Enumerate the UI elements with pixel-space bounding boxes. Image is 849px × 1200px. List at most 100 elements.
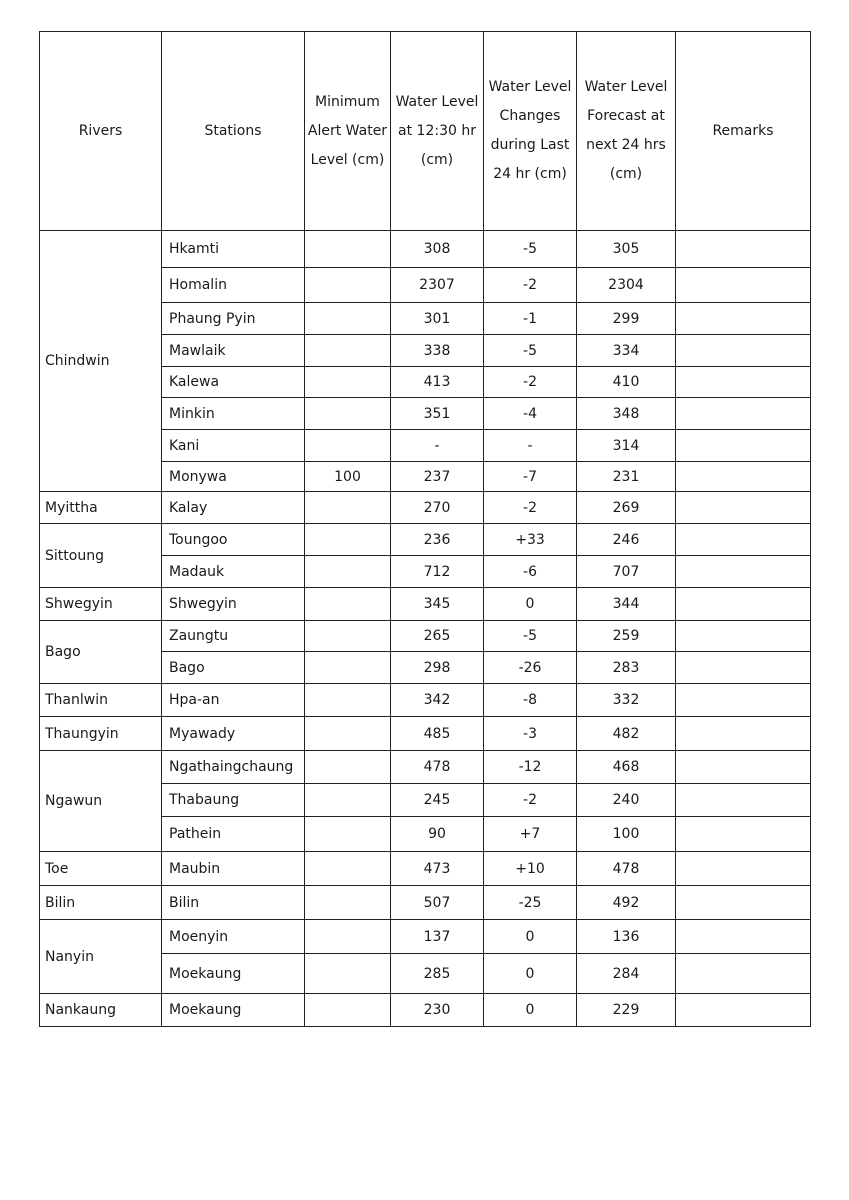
table-row: Toe Maubin 473 +10 478	[39, 851, 811, 886]
station-cell: Moekaung	[161, 953, 305, 994]
table-row: Monywa 100 237 -7 231	[40, 461, 811, 492]
change-cell: -25	[483, 885, 577, 920]
river-cell: Nankaung	[39, 993, 162, 1027]
change-cell: -2	[483, 491, 577, 524]
min-alert-cell	[304, 267, 391, 303]
forecast-cell: 707	[576, 555, 676, 588]
station-cell: Bago	[161, 651, 305, 684]
table-row: Madauk 712 -6 707	[40, 555, 811, 588]
water-level-cell: 137	[390, 919, 484, 954]
min-alert-cell	[304, 302, 391, 335]
table-body: Chindwin Hkamti 308 -5 305 Homalin 2307 -2 2304 P…	[39, 230, 811, 1027]
water-level-cell: 342	[390, 683, 484, 717]
remarks-cell	[675, 750, 811, 784]
min-alert-cell	[304, 683, 391, 717]
table-row: Bago Zaungtu 265 -5 259	[39, 620, 811, 684]
remarks-cell	[675, 953, 811, 994]
change-cell: -26	[483, 651, 577, 684]
table-row: Kani - -314	[40, 429, 811, 462]
min-alert-cell	[304, 366, 391, 398]
change-cell: -8	[483, 683, 577, 717]
table-row: Kalewa 413 -2 410	[40, 366, 811, 398]
min-alert-cell	[304, 953, 391, 994]
min-alert-cell	[304, 429, 391, 462]
change-cell: -5	[483, 620, 577, 652]
min-alert-cell	[304, 816, 391, 852]
change-cell: -3	[483, 716, 577, 751]
change-cell: 0	[483, 993, 577, 1027]
remarks-cell	[675, 334, 811, 367]
remarks-cell	[675, 651, 811, 684]
water-level-cell: 507	[390, 885, 484, 920]
forecast-cell: 269	[576, 491, 676, 524]
remarks-cell	[675, 716, 811, 751]
change-cell: -2	[483, 267, 577, 303]
forecast-cell: 259	[576, 620, 676, 652]
water-level-cell: 298	[390, 651, 484, 684]
water-level-table: Rivers Stations Minimum Alert Water Leve…	[39, 31, 811, 1027]
min-alert-cell	[304, 230, 391, 268]
change-cell: +7	[483, 816, 577, 852]
min-alert-cell	[304, 716, 391, 751]
header-row: Rivers Stations Minimum Alert Water Leve…	[39, 31, 811, 231]
station-cell: Thabaung	[161, 783, 305, 817]
station-cell: Kalewa	[161, 366, 305, 398]
table-row: Minkin 351 -4 348	[40, 397, 811, 430]
change-cell: -6	[483, 555, 577, 588]
table-row: Ngawun Ngathaingchaung 478 -12 468	[39, 750, 811, 852]
min-alert-cell	[304, 523, 391, 556]
station-cell: Myawady	[161, 716, 305, 751]
station-cell: Bilin	[161, 885, 305, 920]
forecast-cell: 136	[576, 919, 676, 954]
remarks-cell	[675, 783, 811, 817]
water-level-cell: 230	[390, 993, 484, 1027]
change-cell: +33	[483, 523, 577, 556]
water-level-cell: 90	[390, 816, 484, 852]
water-level-cell: 308	[390, 230, 484, 268]
min-alert-cell	[304, 397, 391, 430]
river-cell: Sittoung	[39, 523, 162, 588]
change-cell: 0	[483, 919, 577, 954]
remarks-cell	[675, 461, 811, 492]
forecast-cell: 348	[576, 397, 676, 430]
table-row: Thaungyin Myawady 485 -3 482	[39, 716, 811, 751]
remarks-cell	[675, 919, 811, 954]
remarks-cell	[675, 230, 811, 268]
min-alert-cell	[304, 555, 391, 588]
min-alert-cell	[304, 783, 391, 817]
river-cell: Toe	[39, 851, 162, 886]
header-min-alert: Minimum Alert Water Level (cm)	[304, 31, 391, 231]
min-alert-cell	[304, 851, 391, 886]
table-row: Myittha Kalay 270 -2 269	[39, 491, 811, 524]
min-alert-cell	[304, 587, 391, 621]
table-row: Pathein 90 +7 100	[40, 816, 811, 852]
forecast-cell: 334	[576, 334, 676, 367]
remarks-cell	[675, 397, 811, 430]
header-rivers: Rivers	[39, 31, 162, 231]
header-forecast: Water Level Forecast at next 24 hrs (cm)	[576, 31, 676, 231]
station-cell: Ngathaingchaung	[161, 750, 305, 784]
river-cell: Bilin	[39, 885, 162, 920]
table-row: Bilin Bilin 507 -25 492	[39, 885, 811, 920]
min-alert-cell	[304, 993, 391, 1027]
change-cell: -	[483, 429, 577, 462]
header-water-level: Water Level at 12:30 hr (cm)	[390, 31, 484, 231]
forecast-cell: 240	[576, 783, 676, 817]
station-cell: Hkamti	[161, 230, 305, 268]
forecast-cell: 305	[576, 230, 676, 268]
table-row: Bago 298 -26 283	[40, 651, 811, 684]
remarks-cell	[675, 302, 811, 335]
forecast-cell: 482	[576, 716, 676, 751]
station-cell: Toungoo	[161, 523, 305, 556]
forecast-cell: 314	[576, 429, 676, 462]
table-row: Shwegyin Shwegyin 345 0 344	[39, 587, 811, 621]
river-cell: Bago	[39, 620, 162, 684]
min-alert-cell	[304, 491, 391, 524]
water-level-cell: 485	[390, 716, 484, 751]
water-level-cell: 265	[390, 620, 484, 652]
station-cell: Maubin	[161, 851, 305, 886]
table-row: Nankaung Moekaung 230 0 229	[39, 993, 811, 1027]
forecast-cell: 344	[576, 587, 676, 621]
table-row: Phaung Pyin 301 -1 299	[40, 302, 811, 335]
station-cell: Pathein	[161, 816, 305, 852]
